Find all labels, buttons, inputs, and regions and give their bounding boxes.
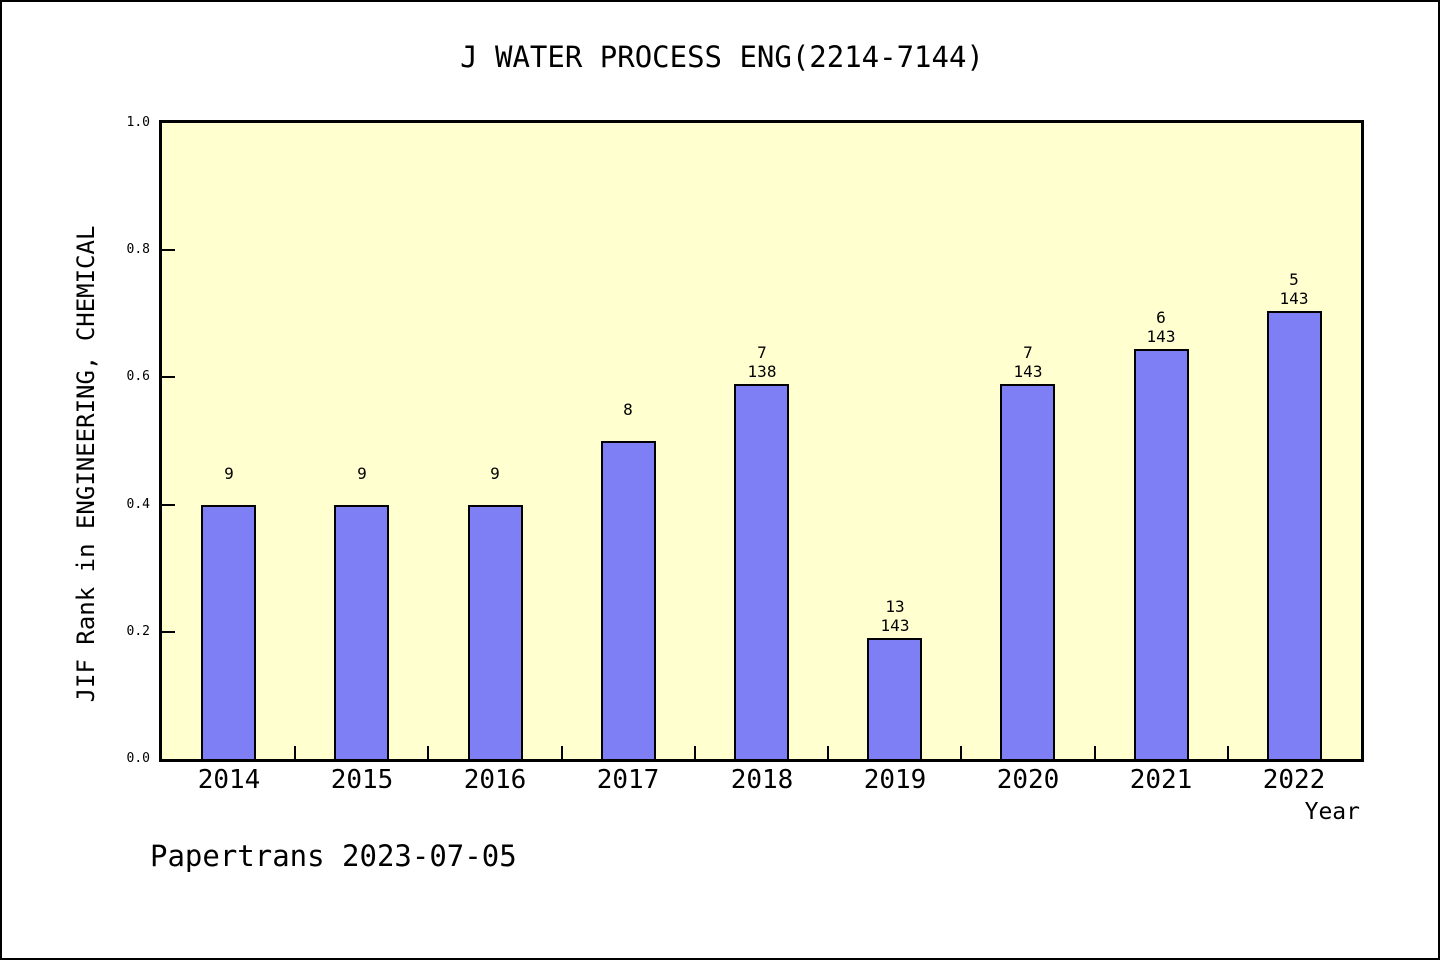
- y-axis-tick-label: 0.2: [126, 624, 150, 639]
- x-axis-tick-label-2020: 2020: [996, 765, 1060, 795]
- x-axis-tick-label-2014: 2014: [197, 765, 261, 795]
- x-axis-tick: [1227, 746, 1229, 759]
- x-axis-tick-label-2018: 2018: [730, 765, 794, 795]
- x-axis-tick-label-2022: 2022: [1262, 765, 1326, 795]
- x-axis-tick: [960, 746, 962, 759]
- bar-value-label-2019: 13 143: [880, 597, 910, 635]
- x-axis-tick-label-2019: 2019: [863, 765, 927, 795]
- watermark-text: Papertrans 2023-07-05: [150, 839, 517, 873]
- plot-area: 9 9 9 8 7 138 13 143 7 143 6 143 5 143: [159, 120, 1364, 762]
- x-axis-tick: [694, 746, 696, 759]
- bar-2018: [734, 384, 789, 759]
- bar-2016: [468, 505, 523, 759]
- bar-value-label-2014: 9: [224, 464, 234, 483]
- y-axis-tick-label: 1.0: [126, 115, 150, 130]
- chart-title: J WATER PROCESS ENG(2214-7144): [460, 40, 984, 74]
- bar-2019: [867, 638, 922, 759]
- y-axis-tick-label: 0.0: [126, 751, 150, 766]
- x-axis-tick: [561, 746, 563, 759]
- bar-2020: [1000, 384, 1055, 759]
- y-axis-tick-label: 0.6: [126, 369, 150, 384]
- y-axis-tick: [162, 504, 175, 506]
- x-axis-tick: [1094, 746, 1096, 759]
- bar-2017: [601, 441, 656, 759]
- y-axis-tick-label: 0.8: [126, 242, 150, 257]
- x-axis-tick-label-2016: 2016: [463, 765, 527, 795]
- bar-value-label-2015: 9: [357, 464, 367, 483]
- x-axis-tick-label-2021: 2021: [1129, 765, 1193, 795]
- x-axis-tick: [827, 746, 829, 759]
- x-axis-tick-label-2015: 2015: [330, 765, 394, 795]
- bar-2015: [334, 505, 389, 759]
- bar-2014: [201, 505, 256, 759]
- bar-value-label-2020: 7 143: [1013, 343, 1043, 381]
- y-axis-tick-label: 0.4: [126, 497, 150, 512]
- y-axis-tick: [162, 376, 175, 378]
- bar-value-label-2022: 5 143: [1279, 270, 1309, 308]
- x-axis-tick: [427, 746, 429, 759]
- bar-2022: [1267, 311, 1322, 759]
- y-axis-tick: [162, 249, 175, 251]
- y-axis-tick: [162, 631, 175, 633]
- x-axis-tick-label-2017: 2017: [596, 765, 660, 795]
- bar-value-label-2021: 6 143: [1146, 308, 1176, 346]
- bar-2021: [1134, 349, 1189, 759]
- bar-value-label-2017: 8: [623, 400, 633, 419]
- x-axis-title: Year: [1304, 799, 1360, 825]
- bar-value-label-2016: 9: [490, 464, 500, 483]
- x-axis-tick: [294, 746, 296, 759]
- bar-value-label-2018: 7 138: [747, 343, 777, 381]
